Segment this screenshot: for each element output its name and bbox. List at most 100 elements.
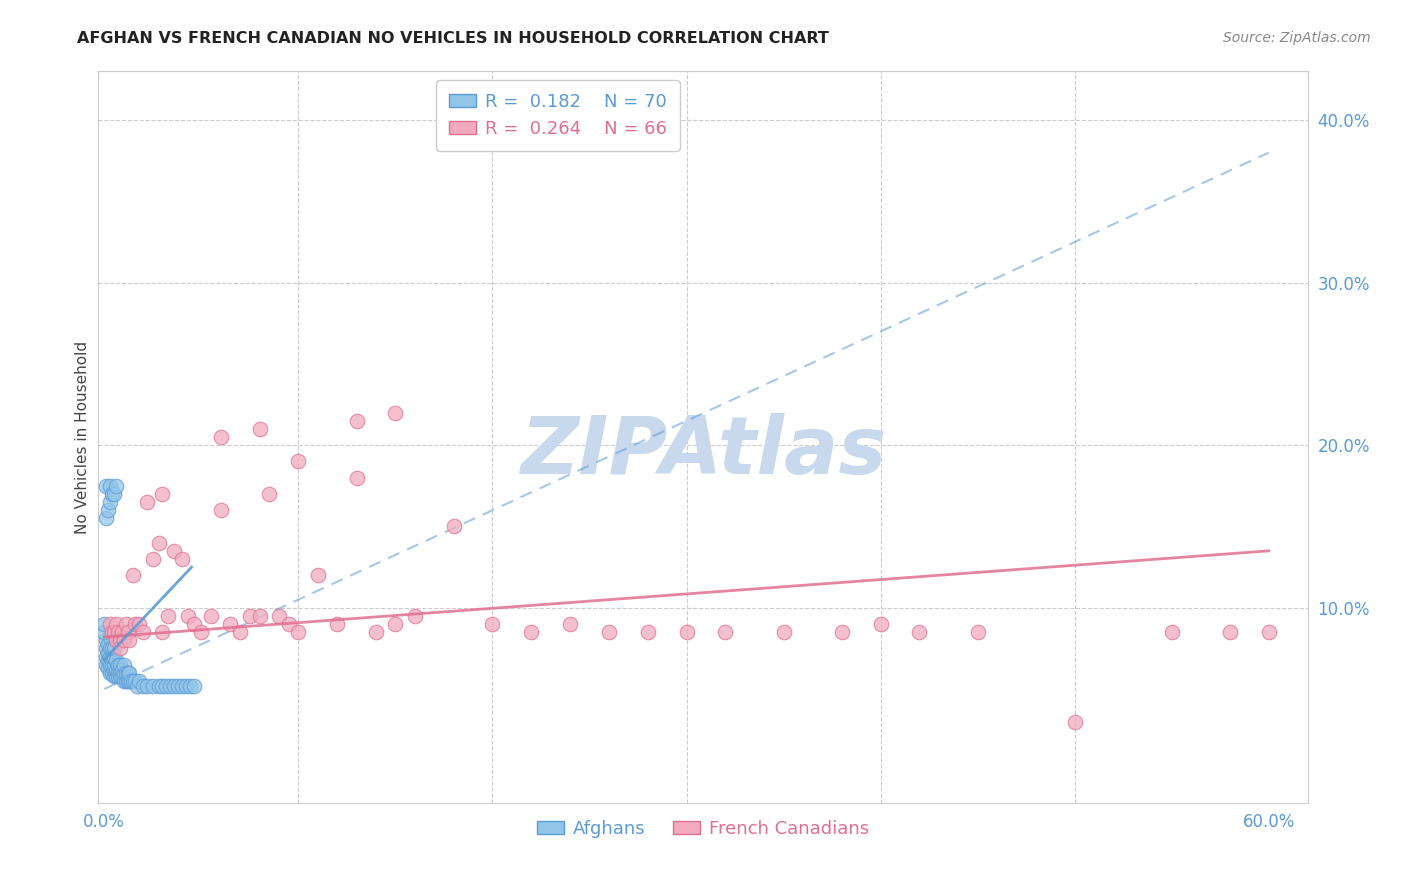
Point (101, 657, 124, 672)
Legend: Afghans, French Canadians: Afghans, French Canadians (530, 813, 876, 845)
Point (132, 625, 155, 640)
Point (98, 649, 121, 664)
Point (101, 665, 124, 680)
Point (96, 641, 118, 656)
Point (97, 661, 120, 675)
Point (132, 679, 155, 693)
Point (277, 617, 299, 632)
Point (120, 673, 142, 688)
Point (831, 625, 853, 640)
Point (772, 625, 794, 640)
Point (93, 625, 115, 640)
Point (114, 665, 136, 680)
Point (287, 625, 309, 640)
Point (209, 430, 232, 444)
Point (112, 657, 135, 672)
Point (96, 649, 118, 664)
Point (183, 679, 205, 693)
Point (598, 625, 620, 640)
Point (98, 479, 121, 493)
Point (114, 617, 136, 632)
Point (101, 641, 124, 656)
Point (142, 552, 165, 566)
Point (97, 646, 120, 660)
Point (101, 649, 124, 664)
Point (190, 625, 212, 640)
Point (107, 663, 129, 677)
Point (1063, 714, 1085, 729)
Point (103, 641, 125, 656)
Point (104, 479, 127, 493)
Point (107, 625, 129, 640)
Text: AFGHAN VS FRENCH CANADIAN NO VEHICLES IN HOUSEHOLD CORRELATION CHART: AFGHAN VS FRENCH CANADIAN NO VEHICLES IN… (77, 31, 830, 46)
Point (966, 625, 988, 640)
Point (404, 608, 426, 623)
Point (174, 679, 197, 693)
Point (98, 641, 121, 656)
Point (112, 633, 135, 648)
Point (104, 633, 127, 648)
Point (163, 544, 186, 558)
Point (104, 653, 127, 667)
Point (101, 625, 124, 640)
Point (908, 625, 931, 640)
Point (443, 519, 465, 533)
Point (136, 495, 159, 509)
Point (93, 617, 115, 632)
Point (675, 625, 697, 640)
Point (384, 617, 406, 632)
Point (229, 625, 252, 640)
Point (128, 617, 150, 632)
Point (103, 487, 125, 501)
Point (384, 406, 406, 420)
Point (112, 673, 135, 688)
Point (219, 617, 242, 632)
Point (1257, 625, 1279, 640)
Point (176, 608, 198, 623)
Point (249, 608, 271, 623)
Point (127, 679, 149, 693)
Point (108, 663, 131, 677)
Point (103, 669, 125, 683)
Point (159, 679, 181, 693)
Y-axis label: No Vehicles in Household: No Vehicles in Household (75, 341, 90, 533)
Point (107, 669, 129, 683)
Point (558, 617, 581, 632)
Point (714, 625, 737, 640)
Point (98, 665, 121, 680)
Point (183, 617, 205, 632)
Text: Source: ZipAtlas.com: Source: ZipAtlas.com (1223, 31, 1371, 45)
Point (869, 617, 891, 632)
Point (124, 673, 146, 688)
Point (249, 422, 271, 436)
Point (200, 608, 222, 623)
Point (346, 471, 368, 485)
Point (107, 657, 129, 672)
Point (96, 633, 118, 648)
Point (104, 669, 127, 683)
Point (108, 669, 131, 683)
Point (98, 630, 121, 644)
Point (97, 636, 120, 650)
Point (104, 663, 127, 677)
Point (118, 665, 141, 680)
Point (239, 608, 262, 623)
Point (108, 657, 131, 672)
Point (287, 454, 309, 468)
Point (111, 663, 134, 677)
Point (96, 511, 118, 525)
Point (101, 487, 124, 501)
Point (170, 552, 193, 566)
Point (179, 679, 201, 693)
Point (142, 679, 165, 693)
Point (97, 503, 120, 517)
Point (98, 495, 121, 509)
Point (136, 679, 159, 693)
Point (637, 625, 659, 640)
Point (103, 625, 125, 640)
Point (152, 487, 174, 501)
Point (104, 617, 127, 632)
Point (98, 657, 121, 672)
Point (114, 673, 136, 688)
Point (108, 641, 131, 656)
